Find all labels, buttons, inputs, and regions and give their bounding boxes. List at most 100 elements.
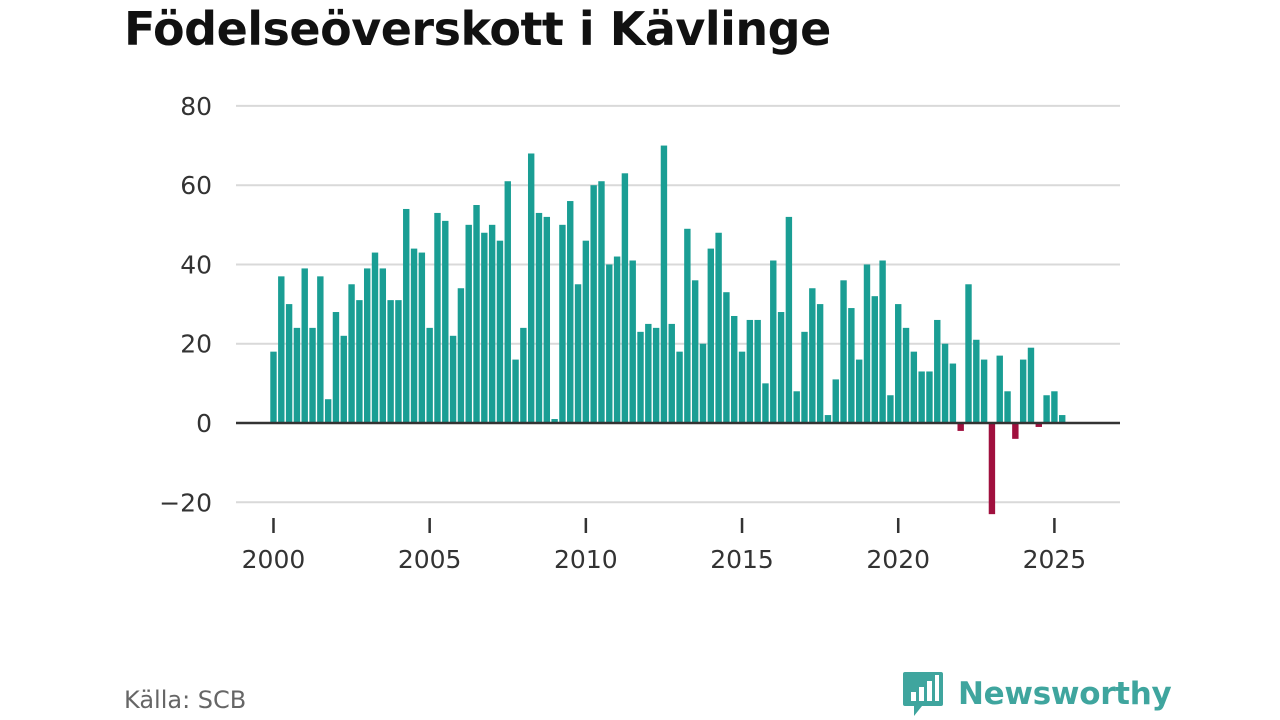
bar bbox=[645, 323, 652, 423]
bar bbox=[754, 319, 761, 423]
bar bbox=[363, 268, 371, 423]
y-tick-label: 20 bbox=[180, 330, 212, 359]
x-tick-label: 2015 bbox=[710, 545, 774, 574]
y-tick-label: 40 bbox=[180, 250, 212, 279]
bar bbox=[762, 383, 769, 423]
y-tick-label: 80 bbox=[180, 92, 212, 121]
bar bbox=[832, 379, 839, 423]
bar bbox=[824, 415, 832, 423]
bar bbox=[676, 351, 683, 423]
bar bbox=[1043, 395, 1050, 423]
bar bbox=[387, 300, 394, 423]
bar bbox=[1019, 359, 1027, 423]
bar bbox=[957, 422, 964, 431]
bar bbox=[973, 339, 980, 423]
bar bbox=[574, 284, 582, 423]
y-tick-label: −20 bbox=[159, 488, 212, 517]
bar bbox=[699, 343, 707, 423]
bar bbox=[582, 240, 590, 423]
bar bbox=[317, 276, 324, 423]
bar bbox=[715, 232, 722, 423]
x-tick-label: 2005 bbox=[398, 545, 462, 574]
bar bbox=[949, 363, 957, 423]
y-tick-label: 0 bbox=[196, 409, 212, 438]
bar bbox=[606, 264, 613, 423]
bar bbox=[684, 228, 691, 423]
bar bbox=[356, 300, 363, 423]
bar bbox=[879, 260, 886, 423]
bar bbox=[793, 391, 800, 423]
bar bbox=[965, 284, 972, 423]
bar bbox=[457, 288, 465, 423]
bar bbox=[1004, 391, 1011, 423]
bar bbox=[551, 419, 558, 423]
bar bbox=[988, 422, 996, 515]
bar bbox=[278, 276, 285, 423]
bar bbox=[738, 351, 746, 423]
bar bbox=[332, 312, 340, 423]
bar bbox=[746, 319, 754, 423]
bar bbox=[918, 371, 925, 423]
x-tick-label: 2000 bbox=[242, 545, 306, 574]
bar bbox=[301, 268, 308, 423]
bar bbox=[567, 201, 574, 423]
bar bbox=[488, 224, 496, 423]
bar bbox=[559, 224, 566, 423]
y-tick-label: 60 bbox=[180, 171, 212, 200]
bar bbox=[731, 315, 738, 423]
bar bbox=[410, 248, 418, 423]
bar bbox=[621, 173, 629, 423]
bar bbox=[481, 232, 488, 423]
bar bbox=[590, 185, 597, 423]
bar bbox=[809, 288, 816, 423]
bar bbox=[340, 335, 347, 423]
bar bbox=[324, 399, 332, 423]
x-tick-label: 2025 bbox=[1023, 545, 1087, 574]
bar bbox=[996, 355, 1003, 423]
bar bbox=[465, 224, 472, 423]
bar bbox=[855, 359, 863, 423]
bar bbox=[629, 260, 636, 423]
bar bbox=[473, 205, 480, 423]
bar bbox=[512, 359, 519, 423]
bar bbox=[403, 208, 410, 423]
bar bbox=[418, 252, 426, 423]
bar bbox=[1012, 422, 1019, 439]
bar bbox=[434, 212, 441, 423]
bar bbox=[426, 327, 433, 423]
bar bbox=[285, 304, 293, 423]
bar bbox=[871, 296, 878, 423]
bar bbox=[442, 220, 449, 423]
brand-logo: Newsworthy bbox=[902, 670, 1172, 718]
bar bbox=[785, 216, 793, 423]
bar bbox=[910, 351, 918, 423]
bar bbox=[520, 327, 527, 423]
bar bbox=[668, 323, 675, 423]
bar bbox=[1027, 347, 1035, 423]
bar bbox=[449, 335, 457, 423]
bar bbox=[660, 145, 668, 423]
bar bbox=[309, 327, 316, 423]
bar bbox=[723, 292, 730, 423]
bar bbox=[379, 268, 387, 423]
bar-chart: −20 0 20 40 60 80 2000 2005 2010 2015 2020 2025 bbox=[159, 92, 1120, 574]
bar bbox=[504, 181, 511, 423]
bar bbox=[887, 395, 894, 423]
bar-chart-speech-bubble-icon bbox=[903, 672, 943, 716]
source-note: Källa: SCB bbox=[124, 686, 247, 714]
bar bbox=[535, 212, 543, 423]
bar bbox=[496, 240, 504, 423]
bar bbox=[848, 308, 855, 423]
bar bbox=[1051, 391, 1058, 423]
bar bbox=[801, 331, 808, 423]
bar bbox=[652, 327, 660, 423]
bar bbox=[613, 256, 621, 423]
x-tick-label: 2020 bbox=[866, 545, 930, 574]
bar bbox=[840, 280, 847, 423]
bar bbox=[598, 181, 605, 423]
bar bbox=[543, 216, 551, 423]
bar bbox=[895, 304, 902, 423]
bar bbox=[707, 248, 715, 423]
bar bbox=[1059, 415, 1066, 423]
chart-title: Födelseöverskott i Kävlinge bbox=[124, 2, 831, 56]
